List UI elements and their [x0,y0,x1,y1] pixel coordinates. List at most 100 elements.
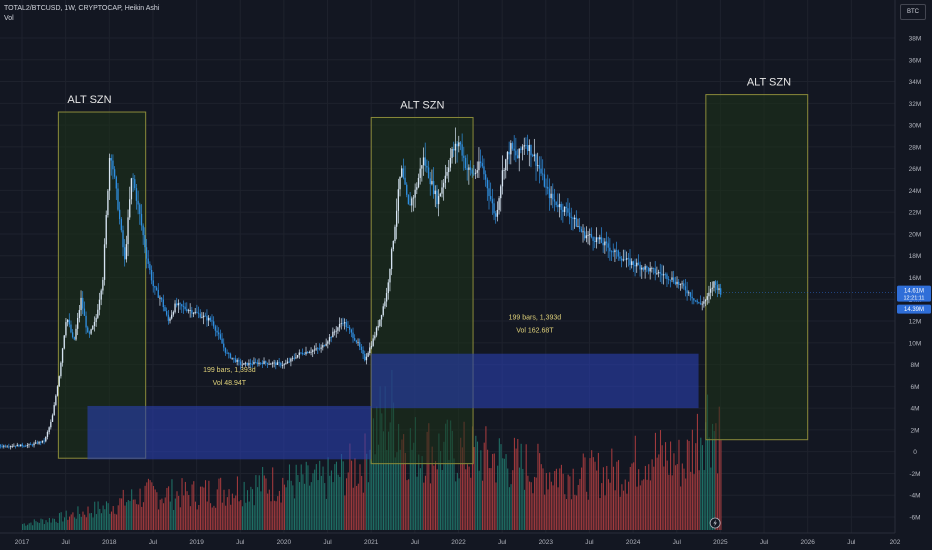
candle-body [347,327,349,329]
volume-bar [712,423,714,530]
volume-bar [440,451,442,530]
volume-bar [534,476,536,530]
volume-bar [349,443,351,530]
volume-bar [179,507,181,530]
price-axis[interactable]: 38M36M34M32M30M28M26M24M22M20M18M16M14M1… [894,0,932,533]
candle-body [436,190,438,205]
volume-bar [215,507,217,530]
candle-body [600,237,603,243]
candle-body [607,243,609,248]
volume-bar [324,483,326,530]
candle-body [102,279,104,291]
volume-bar [204,480,207,530]
candle-body [689,292,692,297]
volume-bar [352,487,354,530]
candle-body [673,277,675,282]
candle-body [266,362,269,365]
volume-bar [403,434,405,530]
candle-body [345,322,347,328]
candle-body [19,444,22,447]
candle-body [333,331,336,333]
volume-bar [522,468,524,530]
price-tick-label: 26M [909,166,922,173]
candle-body [97,309,99,318]
volume-bar [199,486,202,530]
candle-body [535,154,537,166]
volume-bar [623,490,625,530]
candle-body [70,324,72,333]
candle-body [0,445,2,447]
volume-bar [470,477,472,530]
volume-bar [100,513,102,530]
candle-body [359,342,361,347]
candle-body [137,200,139,205]
volume-bar [364,433,366,530]
candle-body [184,306,186,310]
volume-bar [680,486,682,530]
candle-body [354,338,356,341]
alt-szn-zone[interactable] [705,94,809,441]
time-tick-label: Jul [847,539,856,546]
candle-body [43,440,45,442]
volume-bar [33,519,35,530]
price-tick-label: 38M [909,36,922,43]
candle-body [426,165,428,168]
candle-body [174,303,176,313]
candle-body [584,231,586,239]
volume-bar [592,457,594,530]
candle-body [157,289,159,298]
candle-body [647,267,650,272]
candle-body [68,319,70,325]
candle-body [511,143,514,149]
volume-indicator-label[interactable]: Vol [4,15,14,22]
volume-bar [257,487,259,530]
volume-bar [357,483,359,530]
candle-body [343,322,346,324]
volume-bar [675,465,677,530]
currency-button[interactable]: BTC [900,4,926,20]
candle-body [681,283,683,285]
volume-bar [154,489,156,530]
volume-bar [116,514,118,530]
candle-body [484,174,487,180]
candle-body [11,446,13,447]
volume-bar [104,509,106,530]
volume-bar [572,468,574,530]
volume-bar [658,454,660,530]
candle-body [149,263,151,271]
candle-body [449,157,452,168]
volume-bar [223,489,225,530]
symbol-title[interactable]: TOTAL2/BTCUSD, 1W, CRYPTOCAP, Heikin Ash… [4,5,160,12]
candle-body [463,155,465,158]
volume-bar [643,479,645,530]
candle-body [171,314,173,319]
candle-body [216,330,218,333]
time-axis[interactable]: 2017 Jul 2018 Jul 2019 Jul 2020 Jul 2021 Jul 2022 J… [0,532,932,550]
candle-body [490,196,492,200]
volume-bar [530,482,532,530]
volume-bar [151,482,153,530]
volume-bar [75,518,77,530]
candle-body [201,317,203,319]
date-price-range[interactable] [87,405,372,460]
candle-body [372,338,374,346]
candle-body [199,313,201,318]
volume-bar [28,523,30,530]
date-price-range[interactable] [371,353,699,409]
volume-bar [413,442,415,530]
candle-body [233,357,235,359]
candle-body [103,244,106,280]
volume-bar [43,524,45,530]
event-marker[interactable] [709,517,721,529]
volume-bar [512,470,514,530]
alt-szn-label: ALT SZN [67,94,111,106]
candle-body [218,332,220,335]
alt-szn-zone[interactable] [57,111,147,459]
volume-bar [685,478,687,530]
candle-body [679,284,682,285]
candle-body [669,279,671,281]
candle-body [662,274,665,276]
volume-bar [661,445,663,530]
